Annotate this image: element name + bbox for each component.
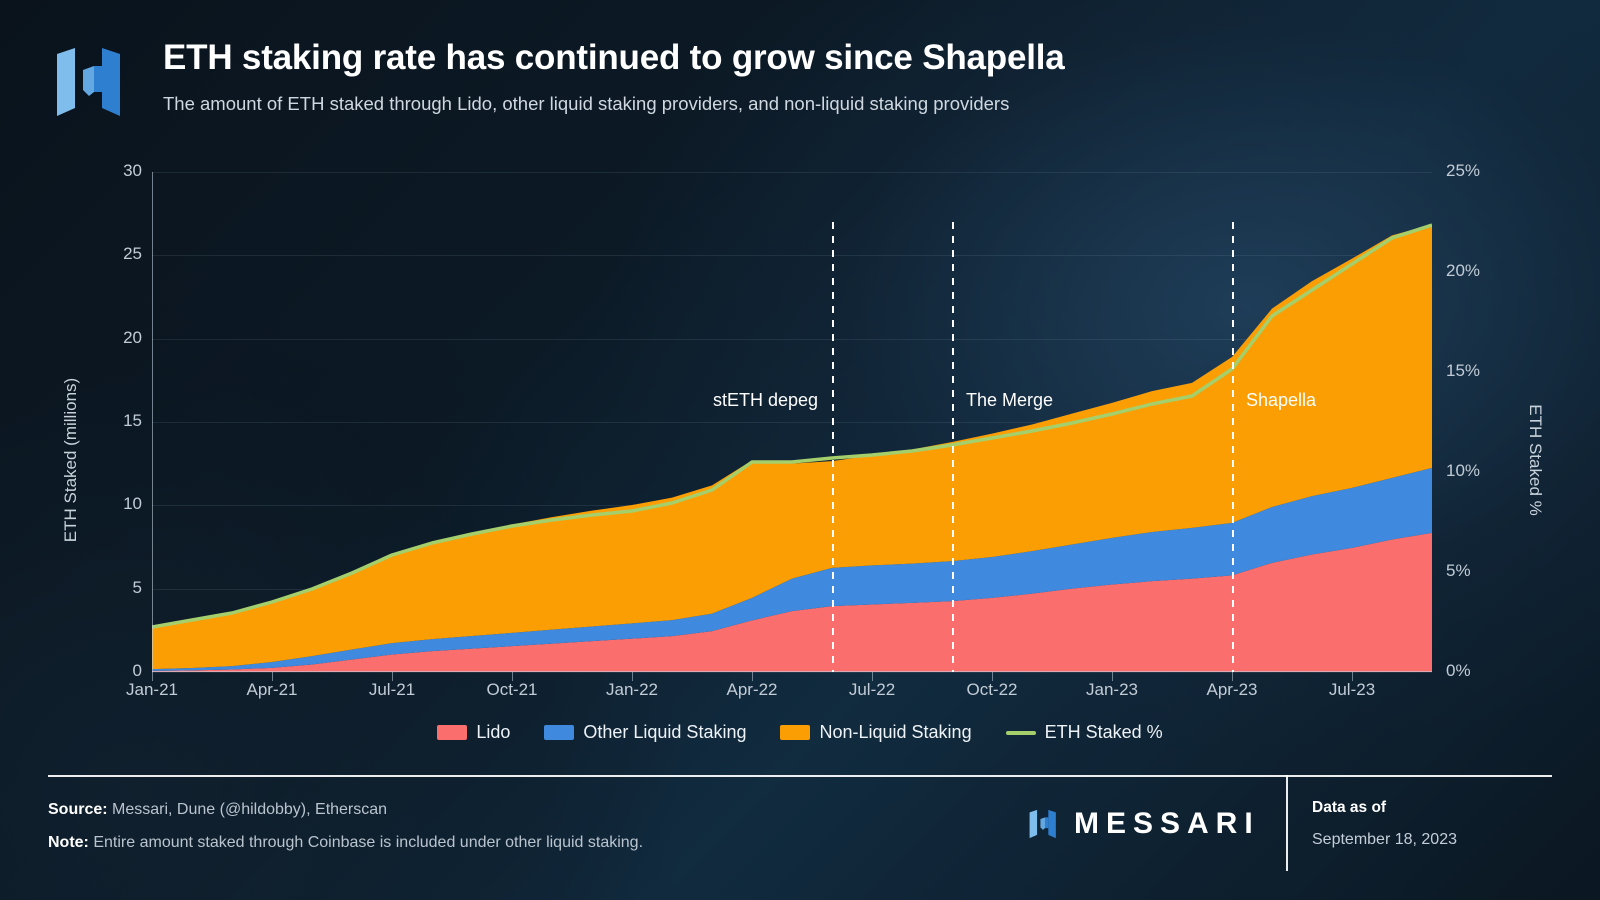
area-series-lido [152, 532, 1432, 672]
legend-swatch [437, 725, 468, 740]
x-tick-label: Apr-23 [1206, 680, 1258, 699]
y-tick-label-right: 15% [1446, 361, 1481, 380]
plot-area [152, 172, 1432, 672]
x-tick-label: Oct-22 [966, 680, 1018, 699]
page-subtitle: The amount of ETH staked through Lido, o… [163, 93, 1010, 114]
gridline [152, 422, 1432, 423]
legend-item-non-liquid-staking[interactable]: Non-Liquid Staking [780, 722, 972, 743]
x-tick-mark [272, 672, 273, 681]
legend-swatch [544, 725, 575, 740]
note-text: Entire amount staked through Coinbase is… [93, 834, 644, 851]
gridline [152, 338, 1432, 340]
footer-vertical-divider [1286, 775, 1288, 871]
messari-brand: MESSARI [1028, 807, 1260, 841]
footer: Source: Messari, Dune (@hildobby), Ether… [48, 775, 1552, 875]
y-tick-label-left: 0 [132, 661, 142, 680]
x-tick-mark [872, 672, 873, 681]
chart-container: ETH Staked (millions) ETH Staked % 0 5 10 1… [0, 150, 1600, 760]
note-label: Note: [48, 834, 89, 851]
x-tick-mark [512, 672, 513, 681]
y-tick-label-left: 20 [123, 327, 142, 347]
annotation-label-the-merge: The Merge [966, 390, 1054, 410]
y-tick-label-left: 15 [123, 411, 142, 430]
source-text: Messari, Dune (@hildobby), Etherscan [112, 801, 388, 818]
x-tick-label: Apr-22 [726, 680, 778, 699]
legend-label: Non-Liquid Staking [819, 722, 972, 742]
messari-m-logo-icon-small [1029, 809, 1056, 839]
legend-swatch [1005, 730, 1036, 735]
annotation-line-shapella [1232, 222, 1234, 672]
note-line: Note: Entire amount staked through Coinb… [48, 834, 643, 852]
x-tick-mark [152, 672, 153, 681]
gridline [152, 255, 1432, 257]
x-tick-mark [632, 672, 633, 681]
footer-divider [48, 775, 1552, 777]
data-as-of-value: September 18, 2023 [1312, 831, 1457, 848]
area-series-non-liquid-staking [152, 224, 1432, 670]
page-title: ETH staking rate has continued to grow s… [163, 38, 1065, 77]
y-tick-label-left: 25 [123, 244, 142, 264]
y-tick-label-right: 0% [1446, 661, 1471, 680]
x-tick-mark [1352, 672, 1353, 681]
legend-label: ETH Staked % [1044, 722, 1163, 742]
annotation-label-steth-depeg: stETH depeg [712, 390, 818, 410]
x-tick-mark [392, 672, 393, 681]
x-tick-label: Jul-21 [368, 680, 416, 699]
legend-item-eth-staked-[interactable]: ETH Staked % [1005, 722, 1163, 743]
header: ETH staking rate has continued to grow s… [55, 38, 1560, 144]
legend-item-other-liquid-staking[interactable]: Other Liquid Staking [544, 722, 746, 743]
x-tick-label: Jul-23 [1328, 680, 1376, 699]
source-line: Source: Messari, Dune (@hildobby), Ether… [48, 801, 387, 819]
x-tick-label: Apr-21 [246, 680, 298, 699]
annotation-line-steth-depeg [832, 222, 834, 672]
y-tick-label-right: 20% [1446, 261, 1481, 280]
legend-item-lido[interactable]: Lido [437, 722, 510, 743]
y-tick-label-left: 30 [123, 161, 142, 180]
x-tick-mark [752, 672, 753, 681]
messari-wordmark: MESSARI [1074, 807, 1260, 840]
x-tick-label: Jan-22 [606, 680, 658, 699]
messari-m-logo-icon [57, 48, 120, 116]
y-tick-label-right: 5% [1446, 561, 1471, 580]
area-series-other-liquid-staking [152, 467, 1432, 671]
x-tick-mark [1232, 672, 1233, 681]
x-tick-mark [1112, 672, 1113, 681]
legend-label: Lido [476, 722, 511, 742]
x-tick-label: Jan-23 [1086, 680, 1138, 699]
gridline [152, 172, 1432, 173]
annotation-label-shapella: Shapella [1246, 390, 1317, 410]
x-tick-label: Oct-21 [486, 680, 538, 699]
y-tick-label-left: 10 [123, 494, 142, 514]
y-axis-label-left: ETH Staked (millions) [61, 377, 80, 543]
x-tick-label: Jan-21 [126, 680, 178, 699]
legend-swatch [780, 725, 811, 740]
legend-label: Other Liquid Staking [583, 722, 747, 742]
annotation-line-the-merge [952, 222, 954, 672]
x-tick-mark [992, 672, 993, 681]
line-series-eth-staked-pct [152, 223, 1432, 629]
x-tick-label: Jul-22 [848, 680, 896, 699]
data-as-of-label: Data as of [1312, 799, 1387, 816]
y-tick-label-left: 5 [132, 577, 142, 597]
gridline [152, 672, 1432, 673]
legend: Lido Other Liquid Staking Non-Liquid Staki… [0, 722, 1600, 743]
source-label: Source: [48, 801, 108, 818]
y-tick-label-right: 10% [1446, 461, 1481, 480]
y-tick-label-right: 25% [1446, 161, 1481, 180]
